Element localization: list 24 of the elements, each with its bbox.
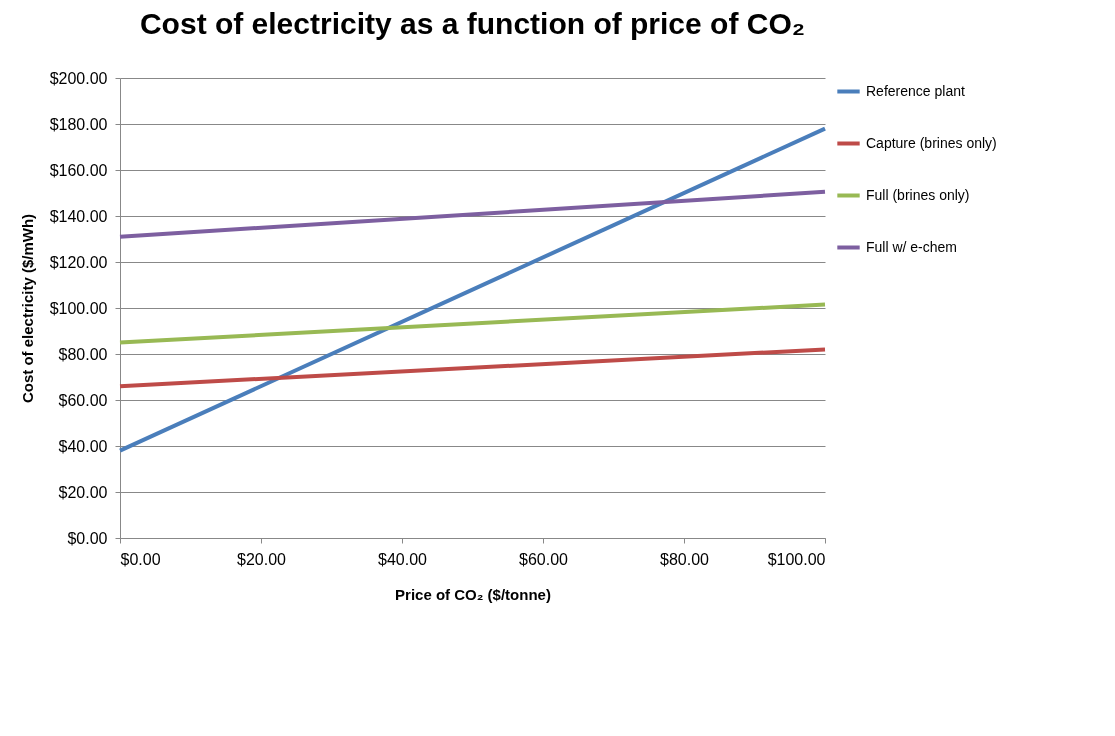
legend-label: Reference plant <box>866 82 965 99</box>
y-tick-label: $60.00 <box>58 391 108 409</box>
y-tick-label: $140.00 <box>49 207 108 225</box>
legend-label: Capture (brines only) <box>866 134 997 151</box>
y-tick-label: $160.00 <box>49 161 108 179</box>
y-tick-label: $120.00 <box>49 253 108 271</box>
legend-label: Full (brines only) <box>866 186 970 203</box>
x-tick-label: $20.00 <box>237 550 287 568</box>
y-tick-label: $200.00 <box>49 69 108 87</box>
y-tick-label: $180.00 <box>49 115 108 133</box>
legend-label: Full w/ e-chem <box>866 238 958 255</box>
y-tick-label: $0.00 <box>67 529 108 547</box>
x-axis-title: Price of CO₂ ($/tonne) <box>395 585 551 603</box>
x-tick-label: $40.00 <box>378 550 428 568</box>
x-tick-label: $100.00 <box>767 550 826 568</box>
y-tick-label: $100.00 <box>49 299 108 317</box>
chart-title: Cost of electricity as a function of price of CO₂ <box>139 7 806 40</box>
x-tick-label: $80.00 <box>660 550 710 568</box>
y-tick-label: $40.00 <box>58 437 108 455</box>
y-axis-title: Cost of electricity ($/mWh) <box>18 213 36 404</box>
x-tick-label: $0.00 <box>120 550 161 568</box>
x-tick-label: $60.00 <box>519 550 569 568</box>
y-tick-label: $80.00 <box>58 345 108 363</box>
y-tick-label: $20.00 <box>58 483 108 501</box>
